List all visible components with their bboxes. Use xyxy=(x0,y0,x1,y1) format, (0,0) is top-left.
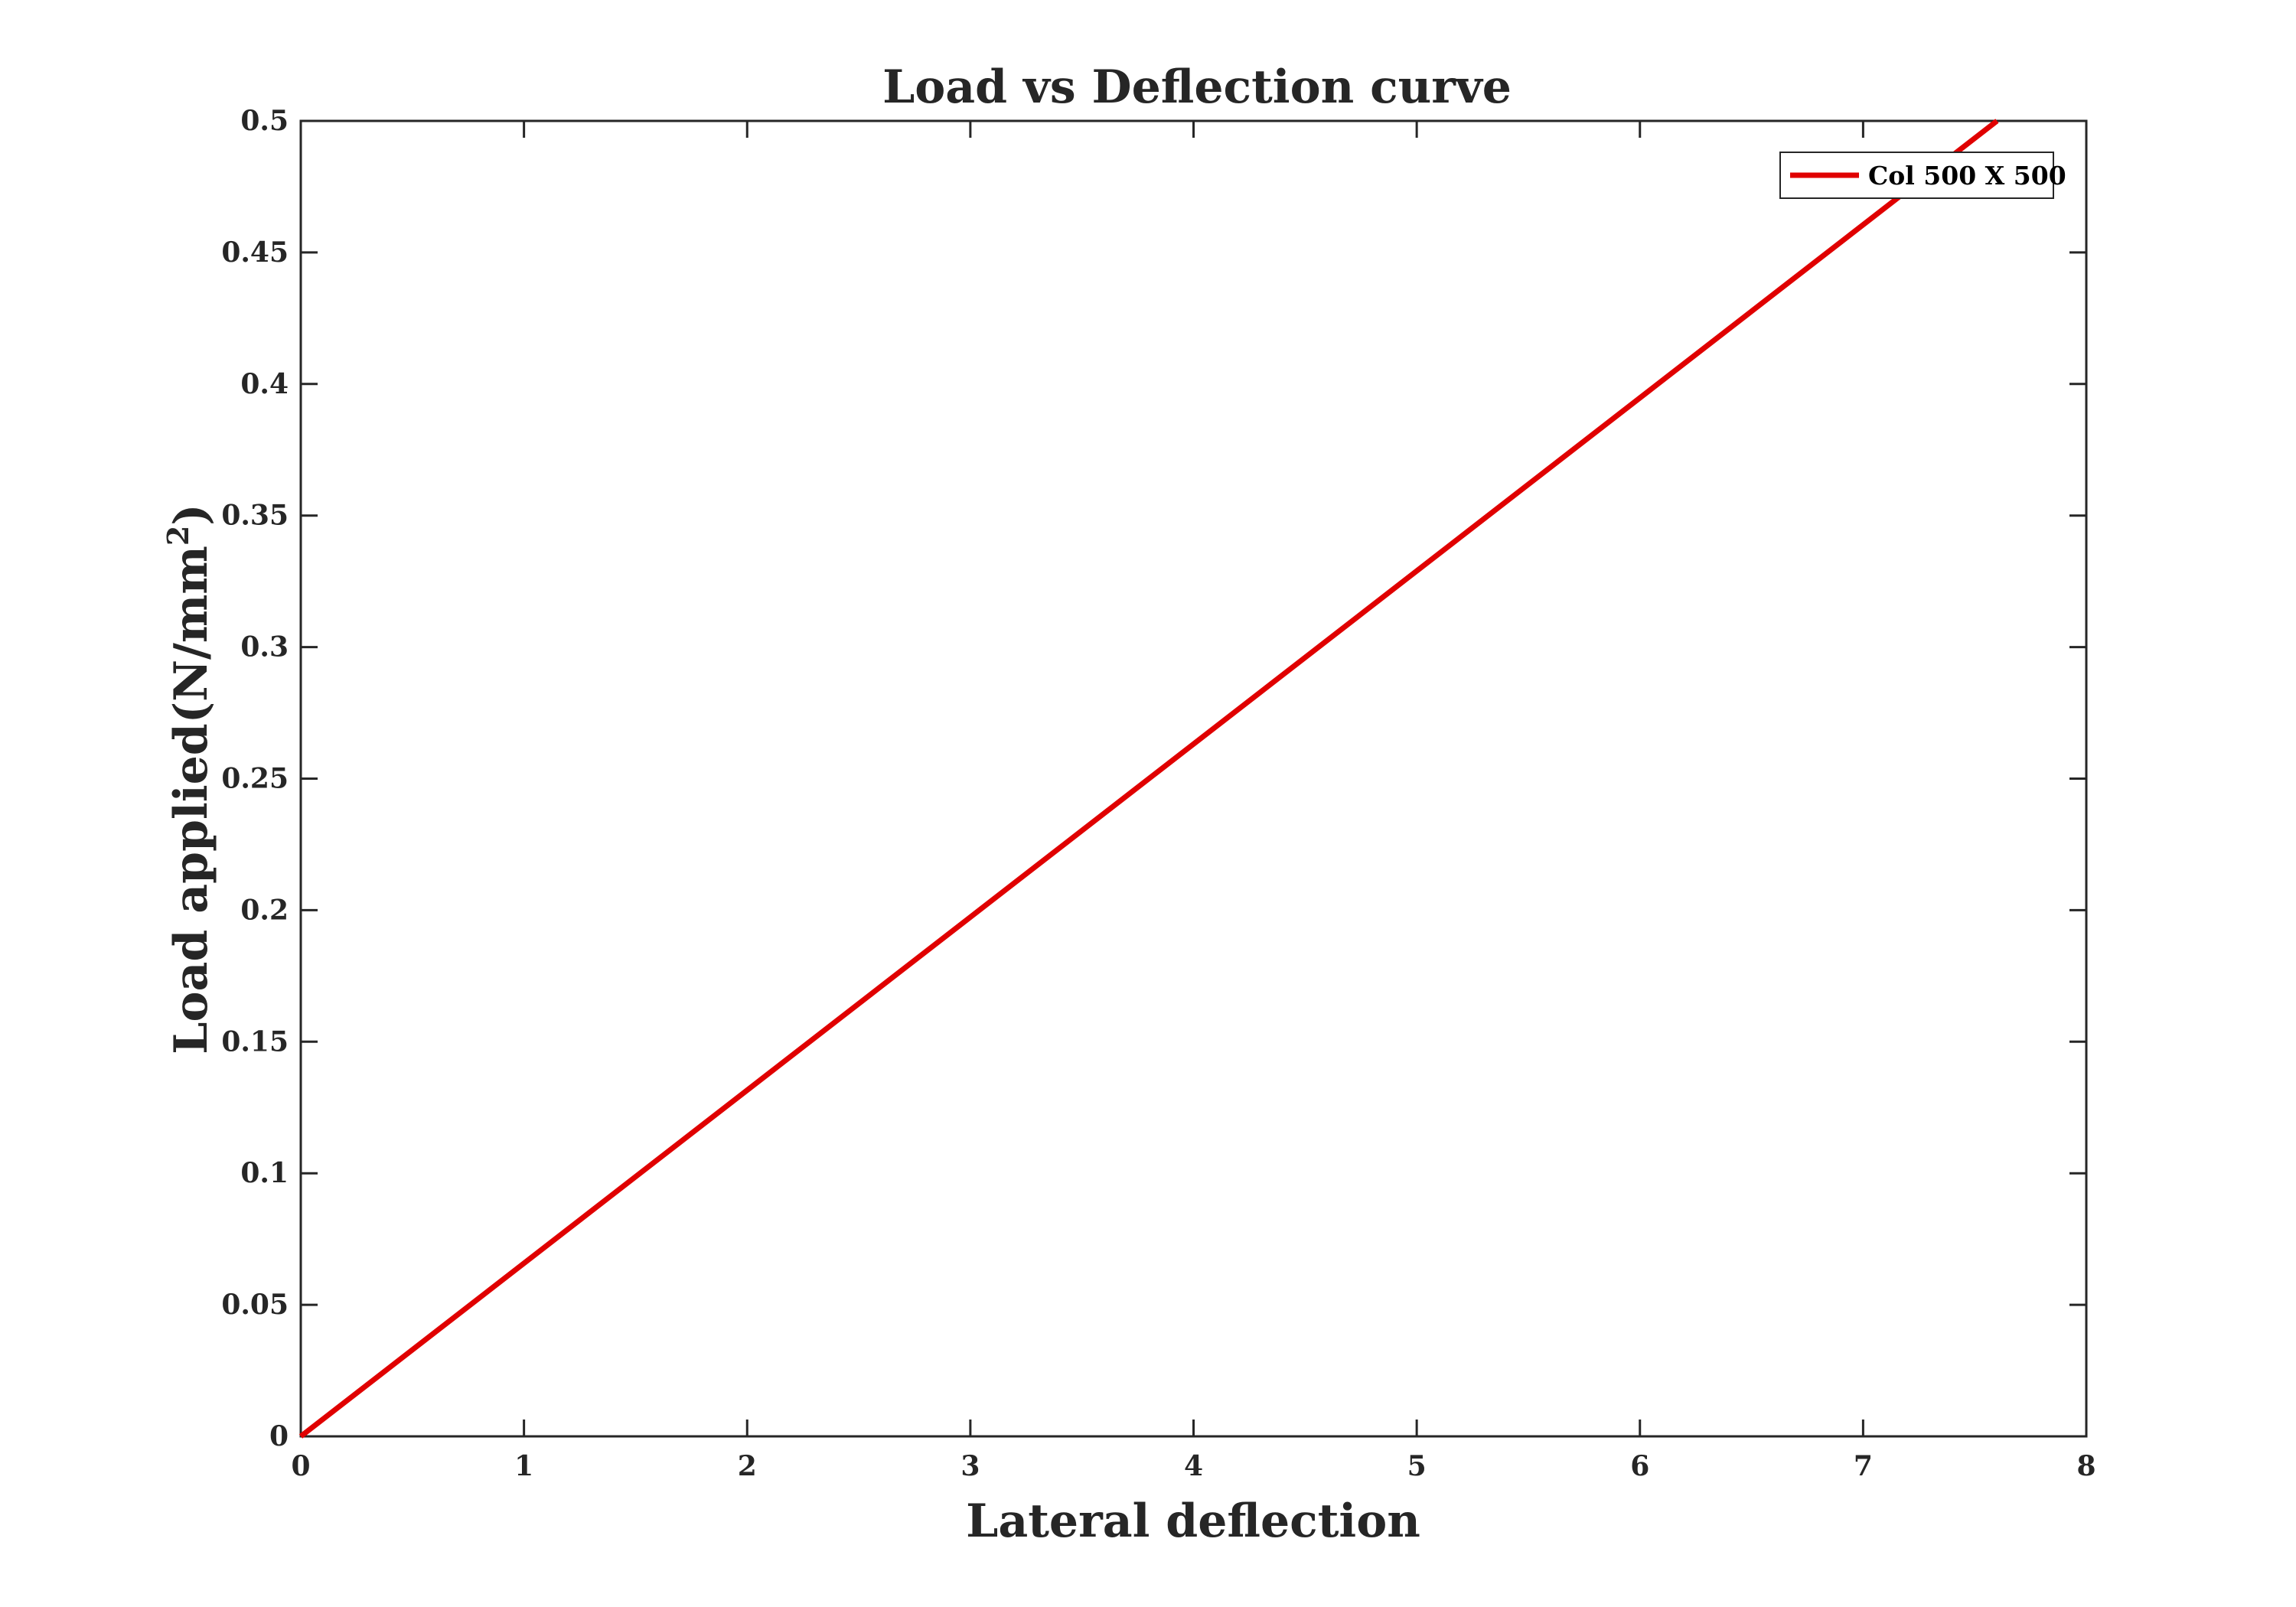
y-axis-ticks: 0 0.05 0.1 0.15 0.2 0.25 0.3 0.35 0.4 0.45 0.5 xyxy=(221,105,2086,1452)
y-tick-label: 0.5 xyxy=(240,105,289,137)
y-axis-label-sup: 2 xyxy=(161,526,195,546)
x-tick-label: 4 xyxy=(1184,1450,1203,1482)
x-tick-label: 2 xyxy=(738,1450,757,1482)
x-tick-label: 5 xyxy=(1407,1450,1427,1482)
x-tick-label: 0 xyxy=(291,1450,310,1482)
legend-label: Col 500 X 500 xyxy=(1868,161,2066,191)
x-axis-ticks: 0 1 2 3 4 5 6 7 8 xyxy=(291,121,2096,1482)
y-tick-label: 0.35 xyxy=(221,500,289,532)
y-tick-label: 0.15 xyxy=(221,1025,289,1058)
y-tick-label: 0.4 xyxy=(240,368,289,400)
series-layer xyxy=(298,119,1999,1439)
x-tick-label: 6 xyxy=(1630,1450,1649,1482)
y-tick-label: 0 xyxy=(269,1420,289,1452)
x-tick-label: 8 xyxy=(2076,1450,2095,1482)
series-line xyxy=(298,119,1999,1439)
y-axis-label-close: ) xyxy=(165,504,218,525)
y-tick-label: 0.45 xyxy=(221,236,289,269)
y-tick-label: 0.1 xyxy=(240,1157,289,1189)
y-axis-label: Load applied(N/mm2) xyxy=(161,504,218,1054)
y-tick-label: 0.2 xyxy=(240,894,289,926)
y-tick-label: 0.3 xyxy=(240,631,289,663)
x-tick-label: 1 xyxy=(514,1450,533,1482)
y-axis-label-main: Load applied(N/mm xyxy=(165,546,218,1054)
x-axis-label: Lateral deflection xyxy=(966,1495,1420,1548)
y-tick-label: 0.25 xyxy=(221,763,289,795)
y-tick-label: 0.05 xyxy=(221,1289,289,1321)
legend: Col 500 X 500 xyxy=(1779,152,2066,199)
x-tick-label: 7 xyxy=(1854,1450,1873,1482)
plot-area xyxy=(299,119,2088,1438)
chart-title: Load vs Deflection curve xyxy=(882,60,1512,114)
x-tick-label: 3 xyxy=(960,1450,980,1482)
